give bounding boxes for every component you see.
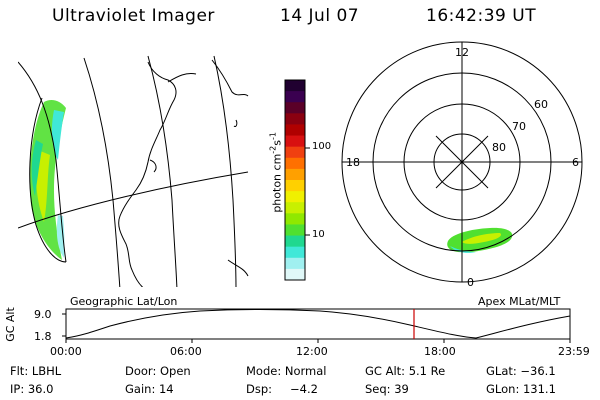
time-label: 16:42:39 UT [426,6,537,26]
apex-caption: Apex MLat/MLT [478,295,561,308]
geographic-map [18,55,249,287]
colorbar-segment [285,80,305,92]
orbit-xtick-0000: 00:00 [50,345,82,358]
meridian-line [18,61,67,263]
polar-mlt-12: 12 [455,46,469,59]
geographic-caption: Geographic Lat/Lon [70,295,178,308]
colorbar-segment [285,235,305,248]
meridian-line [147,55,178,287]
info-dsp-value: −4.2 [290,382,318,396]
polar-mlt-0: 0 [467,276,474,289]
info-mode: Mode: Normal [246,364,327,378]
latitude-line [18,171,249,229]
colorbar-segment [285,191,305,203]
polar-mlt-18: 18 [346,156,360,169]
colorbar-segment [285,146,305,159]
colorbar-segment [285,113,305,125]
colorbar-segment [285,202,305,214]
colorbar [285,80,305,281]
meridian-line [83,57,121,287]
meridian-line [213,55,237,287]
orbit-xtick-0600: 06:00 [170,345,202,358]
colorbar-segment [285,213,305,225]
polar-lat-60: 60 [534,98,548,111]
info-glon: GLon: 131.1 [486,382,556,396]
info-gc-alt: GC Alt: 5.1 Re [365,364,446,378]
orbit-ytick-1-8: 1.8 [34,330,52,343]
colorbar-segment [285,168,305,181]
info-glat: GLat: −36.1 [486,364,556,378]
info-dsp-label: Dsp: [246,382,273,396]
colorbar-segment [285,257,305,270]
colorbar-segment [285,124,305,137]
altitude-curve [65,309,571,339]
colorbar-tick-100: 100 [312,141,332,152]
colorbar-segment [285,246,305,259]
orbit-altitude-plot [62,308,571,343]
polar-lat-70: 70 [512,120,526,133]
info-filter: Flt: LBHL [10,364,62,378]
earth-limb [29,97,67,263]
colorbar-segment [285,180,305,192]
colorbar-segment [285,268,305,281]
info-ip: IP: 36.0 [10,382,54,396]
instrument-title: Ultraviolet Imager [52,6,215,26]
colorbar-segment [285,102,305,114]
polar-plot [341,41,583,283]
colorbar-segment [285,224,305,237]
colorbar-segment [285,91,305,103]
colorbar-tick-10: 10 [312,229,325,240]
colorbar-segment [285,135,305,148]
orbit-xtick-2359: 23:59 [558,345,590,358]
date-label: 14 Jul 07 [280,6,360,26]
orbit-xtick-1800: 18:00 [424,345,456,358]
orbit-ylabel: GC Alt [3,307,17,342]
info-seq: Seq: 39 [365,382,409,396]
info-gain: Gain: 14 [125,382,174,396]
orbit-xtick-1200: 12:00 [296,345,328,358]
colorbar-units-label: photon cm-2s-1 [268,132,284,213]
coastline [118,61,177,287]
info-door: Door: Open [125,364,191,378]
colorbar-segment [285,157,305,170]
polar-mlt-6: 6 [572,156,579,169]
orbit-ytick-9: 9.0 [34,308,52,321]
polar-lat-80: 80 [492,141,506,154]
